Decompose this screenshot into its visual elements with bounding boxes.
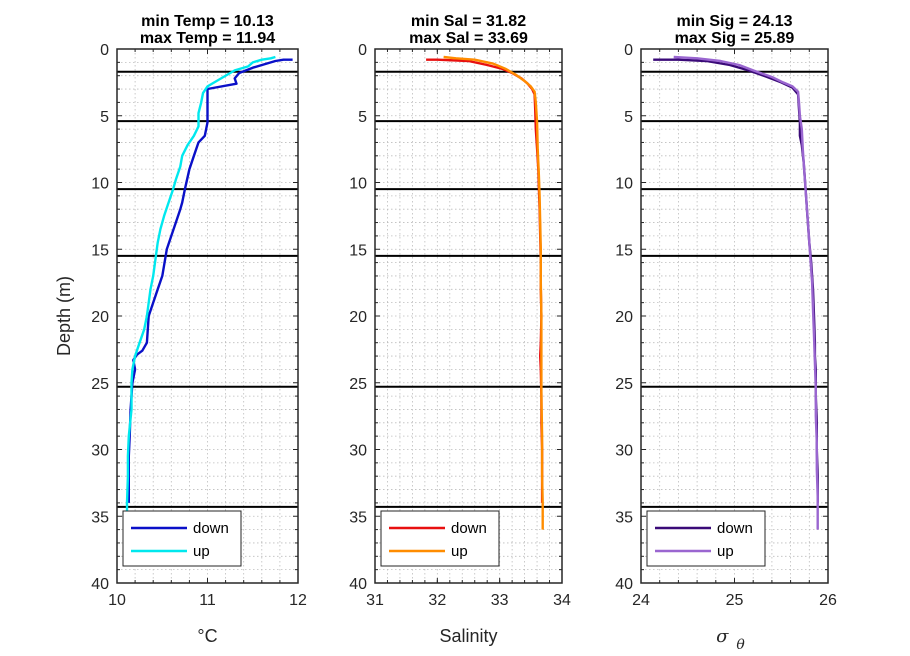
y-tick-label: 30 <box>615 443 633 460</box>
y-tick-label: 15 <box>615 242 633 259</box>
chart-title-line: max Sig = 25.89 <box>675 30 795 47</box>
x-tick-label: 24 <box>632 592 650 609</box>
x-tick-label: 25 <box>726 592 744 609</box>
x-tick-label: 32 <box>428 592 446 609</box>
x-axis-label-sigma: σ <box>716 626 729 647</box>
legend-box <box>122 510 242 567</box>
y-tick-label: 0 <box>358 42 367 59</box>
x-tick-label: 34 <box>553 592 571 609</box>
y-tick-label: 15 <box>349 242 367 259</box>
legend-box <box>380 510 500 567</box>
y-tick-label: 0 <box>624 42 633 59</box>
y-tick-label: 25 <box>349 376 367 393</box>
series-line-down <box>127 58 293 503</box>
y-tick-label: 40 <box>91 576 109 593</box>
y-axis-label: Depth (m) <box>54 276 74 356</box>
series-line-up <box>125 55 276 514</box>
y-tick-label: 5 <box>624 109 633 126</box>
x-tick-label: 12 <box>289 592 307 609</box>
chart-title-line: min Sig = 24.13 <box>676 13 792 30</box>
x-tick-label: 26 <box>819 592 837 609</box>
y-tick-label: 15 <box>91 242 109 259</box>
y-tick-label: 40 <box>615 576 633 593</box>
legend-box <box>646 510 766 567</box>
x-tick-label: 33 <box>491 592 509 609</box>
series-line-up <box>443 55 544 530</box>
y-tick-label: 20 <box>615 309 633 326</box>
x-tick-label: 10 <box>108 592 126 609</box>
y-tick-label: 20 <box>349 309 367 326</box>
y-tick-label: 5 <box>100 109 109 126</box>
y-tick-label: 25 <box>615 376 633 393</box>
legend: down up <box>646 510 766 567</box>
y-tick-label: 35 <box>349 509 367 526</box>
y-tick-label: 25 <box>91 376 109 393</box>
y-tick-label: 30 <box>349 443 367 460</box>
y-tick-label: 40 <box>349 576 367 593</box>
chart-title-line: min Temp = 10.13 <box>141 13 274 30</box>
legend-label-up: up <box>451 543 468 560</box>
legend: down up <box>122 510 242 567</box>
chart-title-line: max Sal = 33.69 <box>409 30 528 47</box>
y-tick-label: 30 <box>91 443 109 460</box>
legend-label-down: down <box>451 520 487 537</box>
y-tick-label: 20 <box>91 309 109 326</box>
legend: down up <box>380 510 500 567</box>
x-axis-label: °C <box>197 626 217 646</box>
legend-label-down: down <box>717 520 753 537</box>
chart-title-line: min Sal = 31.82 <box>411 13 526 30</box>
legend-label-up: up <box>193 543 210 560</box>
y-tick-label: 35 <box>615 509 633 526</box>
y-tick-label: 5 <box>358 109 367 126</box>
panel-3: 24 25 26 0 5 10 15 20 25 30 35 40 min Sig = 24.13max… <box>615 13 837 653</box>
y-tick-label: 10 <box>615 176 633 193</box>
y-tick-label: 35 <box>91 509 109 526</box>
legend-label-down: down <box>193 520 229 537</box>
x-tick-label: 11 <box>199 592 216 609</box>
chart-title-line: max Temp = 11.94 <box>140 30 275 47</box>
y-tick-label: 10 <box>91 176 109 193</box>
series-line-up <box>673 55 819 530</box>
panel-1: 10 11 12 0 5 10 15 20 25 30 35 40 min Temp = 10.13ma… <box>91 13 307 646</box>
panel-2: 31 32 33 34 0 5 10 15 20 25 30 35 40 min Sal = 31.82m… <box>349 13 571 646</box>
legend-label-up: up <box>717 543 734 560</box>
x-axis-label-theta: θ <box>736 637 745 653</box>
x-axis-label: Salinity <box>439 626 497 646</box>
y-tick-label: 10 <box>349 176 367 193</box>
x-tick-label: 31 <box>366 592 384 609</box>
y-tick-label: 0 <box>100 42 109 59</box>
